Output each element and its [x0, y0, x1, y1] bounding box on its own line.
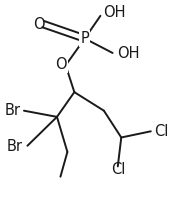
Text: O: O: [55, 57, 67, 72]
Text: P: P: [80, 31, 89, 46]
Text: OH: OH: [103, 5, 125, 20]
Text: OH: OH: [117, 46, 140, 61]
Text: Br: Br: [4, 103, 21, 118]
Text: Cl: Cl: [111, 162, 126, 177]
Text: Cl: Cl: [154, 124, 169, 139]
Text: O: O: [33, 17, 44, 32]
Text: Br: Br: [7, 139, 23, 154]
